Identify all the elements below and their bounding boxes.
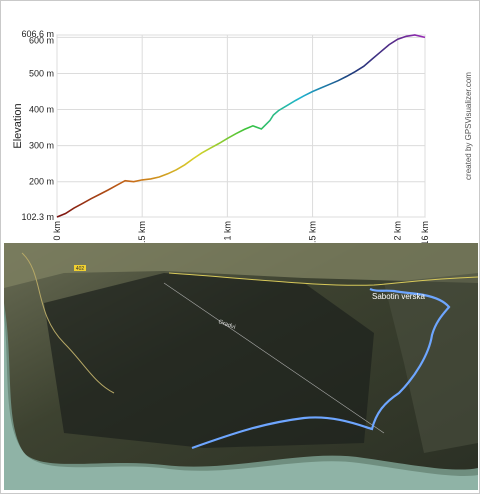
y-tick-label: 300 m — [29, 141, 54, 151]
map-road-label: Gradvi — [217, 319, 236, 331]
map-gps-track — [191, 287, 451, 450]
map-shadow-slope — [44, 273, 374, 448]
map-road-shield — [74, 265, 86, 271]
map-boundary-road — [168, 272, 478, 286]
x-tick-label: 2.16 km — [420, 221, 430, 243]
y-tick-label: 200 m — [29, 177, 54, 187]
x-tick-label: 2 km — [393, 221, 403, 241]
y-tick-label: 500 m — [29, 68, 54, 78]
map-ridge — [384, 273, 478, 453]
map-hillside — [4, 243, 478, 288]
elevation-line — [56, 34, 426, 218]
map-road-number: 402 — [76, 266, 85, 272]
map-trail — [163, 282, 385, 434]
map-river — [4, 313, 478, 490]
gridlines — [56, 34, 426, 218]
x-tick-label: 0 km — [52, 221, 62, 241]
y-tick-label: 600 m — [29, 35, 54, 45]
credit-text: created by GPSVisualizer.com — [464, 72, 473, 180]
plot-area — [56, 34, 426, 218]
x-tick-label: 1 km — [222, 221, 232, 241]
y-tick-label: 400 m — [29, 105, 54, 115]
y-axis-label: Elevation — [12, 103, 24, 148]
y-tick-label: 102.3 m — [21, 212, 54, 222]
y-tick-label: 606.6 m — [21, 29, 54, 39]
map-road — [21, 252, 115, 394]
x-tick-label: 1.5 km — [308, 221, 318, 243]
satellite-map[interactable]: Sabotin verska Gradvi 402 — [4, 243, 478, 490]
map-place-label: Sabotin verska — [372, 292, 425, 301]
x-tick-label: 0.5 km — [137, 221, 147, 243]
